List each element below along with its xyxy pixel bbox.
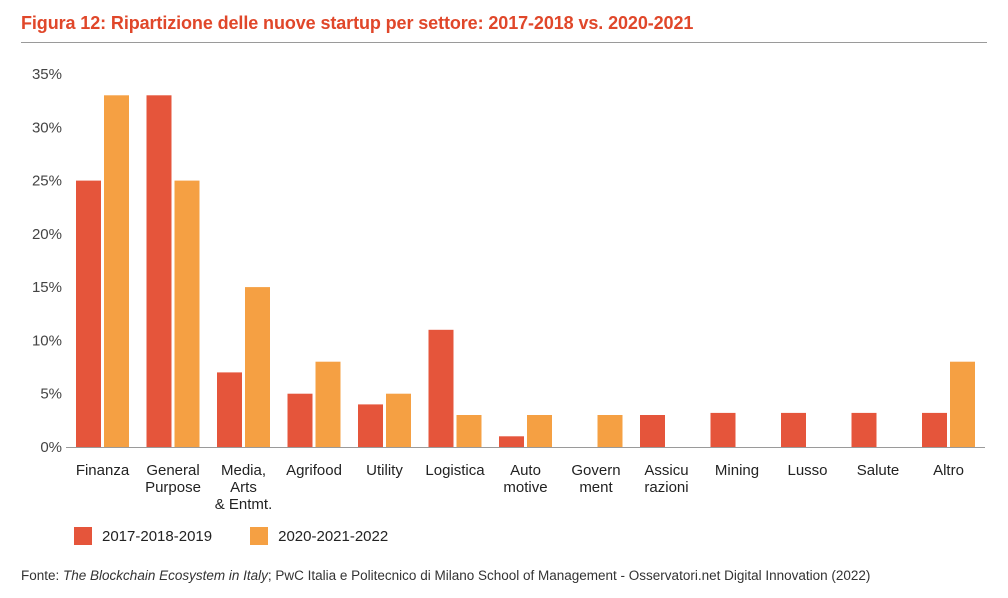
bar-series2 xyxy=(245,287,270,447)
x-tick-label: Govern ment xyxy=(571,462,620,496)
legend-swatch-series2 xyxy=(250,527,269,545)
bar-series2 xyxy=(174,180,200,447)
source-note: Fonte: The Blockchain Ecosystem in Italy… xyxy=(21,568,870,583)
bar-series1 xyxy=(146,95,172,448)
x-axis: Finanza General Purpose Media, Arts & Entmt. A… xyxy=(76,462,964,513)
bar-series1 xyxy=(710,412,736,447)
legend: 2017-2018-2019 2020-2021-2022 xyxy=(74,524,426,548)
bar-series1 xyxy=(922,412,947,447)
bar-series1 xyxy=(851,412,877,447)
x-tick-label: Agrifood xyxy=(286,462,342,479)
bar-series2 xyxy=(104,95,129,448)
x-tick-label: Logistica xyxy=(425,462,485,479)
legend-swatch-series1 xyxy=(74,527,92,545)
x-tick-label: Utility xyxy=(366,462,403,479)
legend-item-series2: 2020-2021-2022 xyxy=(250,527,388,545)
legend-label-series2: 2020-2021-2022 xyxy=(278,527,389,545)
y-tick-label: 25% xyxy=(32,173,62,190)
x-tick-label: Salute xyxy=(857,462,900,479)
bar-series1 xyxy=(640,415,665,447)
x-tick-label: Auto motive xyxy=(503,462,547,496)
y-tick-label: 0% xyxy=(40,439,62,456)
bar-series1 xyxy=(287,393,313,447)
bar-series2 xyxy=(315,361,341,447)
bar-series2 xyxy=(597,415,623,447)
x-tick-label: Assicu razioni xyxy=(644,462,688,496)
x-tick-label: Lusso xyxy=(787,462,827,479)
source-rest: ; PwC Italia e Politecnico di Milano Sch… xyxy=(267,568,871,583)
y-tick-label: 15% xyxy=(32,279,62,296)
legend-item-series1: 2017-2018-2019 xyxy=(74,527,212,545)
bar-series1 xyxy=(499,436,524,447)
bar-series2 xyxy=(456,415,482,447)
x-tick-label: Media, Arts & Entmt. xyxy=(215,462,273,513)
x-tick-label: General Purpose xyxy=(145,462,201,496)
y-tick-label: 35% xyxy=(32,66,62,83)
bar-series2 xyxy=(950,361,975,447)
source-title: The Blockchain Ecosystem in Italy xyxy=(63,568,268,583)
y-tick-label: 10% xyxy=(32,332,62,349)
bar-series1 xyxy=(76,180,101,447)
bar-series1 xyxy=(217,372,242,447)
bar-series1 xyxy=(428,329,454,447)
y-tick-label: 5% xyxy=(40,386,62,403)
source-prefix: Fonte: xyxy=(21,568,64,583)
x-tick-label: Finanza xyxy=(76,462,130,479)
x-tick-label: Altro xyxy=(933,462,964,479)
y-axis: 0% 5% 10% 15% 20% 25% 30% 35% xyxy=(32,66,62,456)
bar-series2 xyxy=(386,393,411,447)
y-tick-label: 30% xyxy=(32,119,62,136)
bar-series2 xyxy=(527,415,552,447)
bar-chart: 0% 5% 10% 15% 20% 25% 30% 35% Finanza General Pur… xyxy=(32,66,985,513)
legend-label-series1: 2017-2018-2019 xyxy=(102,527,213,545)
title-divider xyxy=(21,42,987,43)
y-tick-label: 20% xyxy=(32,226,62,243)
chart-title: Figura 12: Ripartizione delle nuove star… xyxy=(21,13,694,33)
bar-series1 xyxy=(358,404,383,447)
x-tick-label: Mining xyxy=(715,462,759,479)
bar-series1 xyxy=(781,412,806,447)
bars-group xyxy=(76,95,975,448)
